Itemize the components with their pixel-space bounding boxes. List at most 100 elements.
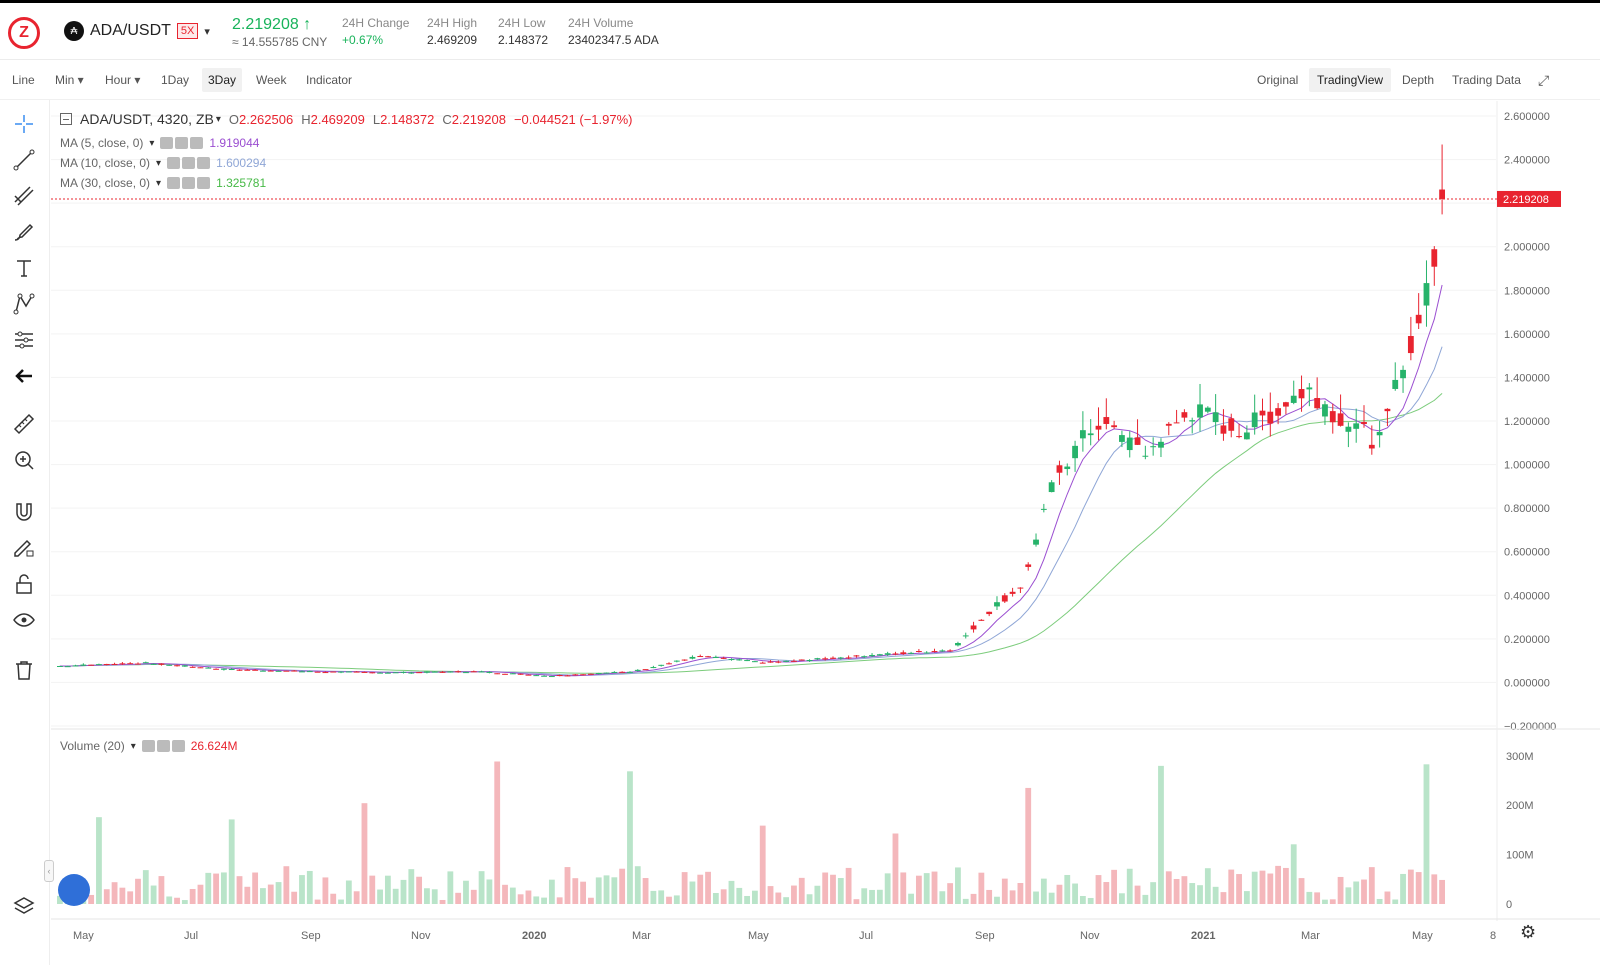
pair-selector[interactable]: ₳ ADA/USDT 5X ▾ <box>64 21 210 41</box>
ma5-legend[interactable]: MA (5, close, 0) ▾ 1.919044 <box>60 136 260 150</box>
volume-bar <box>111 882 118 904</box>
tab-indicator[interactable]: Indicator <box>306 73 353 87</box>
text-icon[interactable] <box>10 254 38 282</box>
candle-body <box>1290 395 1297 403</box>
ma10-legend[interactable]: MA (10, close, 0) ▾ 1.600294 <box>60 156 267 170</box>
tv-logo[interactable] <box>58 874 90 906</box>
price-axis-label: 2.400000 <box>1504 155 1550 167</box>
back-arrow-icon[interactable] <box>10 362 38 390</box>
measure-lines-icon[interactable] <box>10 326 38 354</box>
tab-line[interactable]: Line <box>12 73 35 87</box>
candle-body <box>1376 431 1383 436</box>
trend-line-icon[interactable] <box>10 146 38 174</box>
candle-body <box>798 659 805 661</box>
candle-body <box>650 667 657 669</box>
candle-body <box>1431 249 1438 267</box>
candle-body <box>228 669 235 671</box>
candle-body <box>111 663 118 665</box>
chevron-down-icon[interactable]: ▾ <box>215 113 221 125</box>
candle-body <box>1322 404 1328 417</box>
candle-body <box>384 672 391 674</box>
volume-bar <box>1134 885 1141 904</box>
legend-action-icons[interactable] <box>141 740 185 752</box>
volume-bar <box>955 867 961 904</box>
tab-tradingview[interactable]: TradingView <box>1309 68 1392 92</box>
scroll-left-handle[interactable]: ‹ <box>44 860 54 882</box>
legend-action-icons[interactable] <box>167 177 211 189</box>
magnet-icon[interactable] <box>10 498 38 526</box>
settings-gear-icon[interactable]: ⚙ <box>1520 922 1537 942</box>
volume-bar <box>1407 869 1414 904</box>
volume-bar <box>260 888 266 904</box>
candle-body <box>166 664 173 666</box>
price-axis-label: 0.200000 <box>1504 634 1550 646</box>
candle-body <box>548 676 555 678</box>
candle-body <box>455 671 462 673</box>
volume-bar <box>322 877 329 904</box>
volume-bar <box>1314 892 1321 904</box>
eye-icon[interactable] <box>10 606 38 634</box>
candle-body <box>1212 412 1219 423</box>
candle-body <box>1095 425 1102 430</box>
candle-body <box>1017 587 1024 589</box>
candle-body <box>252 669 259 671</box>
ma30-legend[interactable]: MA (30, close, 0) ▾ 1.325781 <box>60 176 267 190</box>
tab-trading-data[interactable]: Trading Data <box>1452 73 1521 87</box>
volume-bar <box>244 886 251 904</box>
volume-bar <box>299 875 305 904</box>
volume-bar <box>681 872 688 904</box>
volume-bar <box>876 889 883 904</box>
candle-body <box>681 659 688 661</box>
candle-body <box>392 672 399 674</box>
volume-bar <box>666 896 672 904</box>
crosshair-icon[interactable] <box>10 110 38 138</box>
tab-3day[interactable]: 3Day <box>202 68 243 92</box>
price-chart-svg[interactable]: 2.6000002.4000002.2000002.0000001.800000… <box>51 101 1600 965</box>
candle-body <box>478 671 485 673</box>
symbol-label[interactable]: ADA/USDT, 4320, ZB <box>80 111 214 127</box>
brush-icon[interactable] <box>10 218 38 246</box>
volume-bar <box>564 867 571 904</box>
chart-area[interactable]: 2.6000002.4000002.2000002.0000001.800000… <box>51 101 1600 965</box>
tab-depth[interactable]: Depth <box>1402 73 1435 87</box>
volume-bar <box>1259 870 1266 904</box>
fullscreen-icon[interactable]: ⤢ <box>1538 72 1550 88</box>
tab-1day[interactable]: 1Day <box>161 73 190 87</box>
collapse-icon[interactable] <box>60 113 72 125</box>
volume-bar <box>915 875 922 904</box>
time-axis-label: May <box>748 930 769 942</box>
ruler-icon[interactable] <box>10 410 38 438</box>
tab-original[interactable]: Original <box>1257 73 1299 87</box>
candle-body <box>299 671 305 673</box>
legend-action-icons[interactable] <box>160 137 204 149</box>
candle-body <box>1283 402 1289 407</box>
volume-axis-label: 300M <box>1506 751 1534 763</box>
volume-bar <box>1290 844 1297 904</box>
layers-icon[interactable] <box>10 892 38 920</box>
legend-action-icons[interactable] <box>167 157 211 169</box>
candle-body <box>408 672 415 674</box>
volume-legend[interactable]: Volume (20) ▾ 26.624M <box>60 739 238 753</box>
top-bar: Z ₳ ADA/USDT 5X ▾ 2.219208 ↑ ≈ 14.555785… <box>0 0 1600 60</box>
zb-logo[interactable]: Z <box>8 17 40 49</box>
volume-bar <box>1197 885 1203 904</box>
volume-bar <box>189 888 196 904</box>
tab-min[interactable]: Min ▾ <box>55 73 84 87</box>
pattern-icon[interactable] <box>10 290 38 318</box>
zoom-in-icon[interactable] <box>10 446 38 474</box>
candle-body <box>205 667 212 669</box>
tab-hour[interactable]: Hour ▾ <box>105 73 141 87</box>
unlock-icon[interactable] <box>10 570 38 598</box>
trash-icon[interactable] <box>10 656 38 684</box>
volume-bar <box>822 872 829 904</box>
candle-body <box>931 651 938 653</box>
fib-icon[interactable] <box>10 182 38 210</box>
lock-drawing-icon[interactable] <box>10 534 38 562</box>
candle-body <box>494 673 501 675</box>
volume-bar <box>1111 869 1118 904</box>
tab-week[interactable]: Week <box>256 73 287 87</box>
candle-body <box>580 674 587 676</box>
volume-bar <box>798 877 805 904</box>
candle-body <box>1189 420 1196 422</box>
volume-bar <box>88 894 95 904</box>
